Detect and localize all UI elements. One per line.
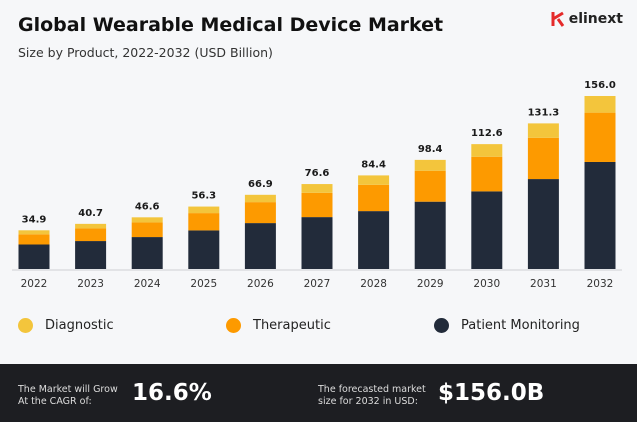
bar-segment-diagnostic: [584, 95, 616, 113]
total-label: 112.6: [471, 128, 503, 139]
legend-item-patient-monitoring: Patient Monitoring: [434, 318, 580, 333]
bar-segment-therapeutic: [414, 170, 446, 202]
legend-label: Patient Monitoring: [461, 318, 580, 333]
x-tick-label: 2026: [247, 278, 274, 290]
bar-segment-patient-monitoring: [18, 244, 50, 269]
legend-swatch: [226, 318, 241, 333]
market-size-value: $156.0B: [438, 380, 545, 406]
bar-segment-therapeutic: [18, 234, 50, 245]
bar-segment-therapeutic: [358, 184, 390, 212]
bar-segment-diagnostic: [301, 184, 333, 193]
footer-summary: The Market will Grow At the CAGR of: 16.6…: [0, 364, 637, 422]
bar-segment-patient-monitoring: [527, 179, 559, 269]
legend-swatch: [18, 318, 33, 333]
bar-segment-patient-monitoring: [471, 191, 503, 269]
bar-segment-diagnostic: [75, 223, 107, 229]
total-label: 76.6: [305, 168, 330, 179]
chart-subtitle: Size by Product, 2022-2032 (USD Billion): [18, 45, 273, 60]
x-tick-label: 2027: [304, 278, 331, 290]
total-label: 40.7: [78, 208, 103, 219]
cagr-value: 16.6%: [132, 380, 212, 406]
legend: Diagnostic Therapeutic Patient Monitorin…: [18, 318, 618, 338]
bar-segment-patient-monitoring: [131, 237, 163, 269]
bar-segment-diagnostic: [358, 175, 390, 185]
legend-label: Therapeutic: [253, 318, 331, 333]
bar-segment-patient-monitoring: [188, 230, 220, 269]
chart-title: Global Wearable Medical Device Market: [18, 14, 444, 36]
bar-segment-therapeutic: [131, 222, 163, 238]
bar-segment-patient-monitoring: [414, 201, 446, 269]
legend-item-diagnostic: Diagnostic: [18, 318, 114, 333]
bar-segment-patient-monitoring: [244, 223, 276, 269]
x-tick-label: 2025: [190, 278, 217, 290]
total-label: 156.0: [584, 80, 616, 91]
legend-label: Diagnostic: [45, 318, 114, 333]
total-label: 34.9: [22, 214, 47, 225]
x-tick-label: 2023: [77, 278, 104, 290]
legend-item-therapeutic: Therapeutic: [226, 318, 331, 333]
bar-segment-therapeutic: [75, 228, 107, 242]
bar-segment-therapeutic: [244, 202, 276, 224]
logo-text: elinext: [568, 11, 623, 27]
bar-segment-patient-monitoring: [75, 241, 107, 269]
bar-segment-diagnostic: [471, 144, 503, 157]
bar-segment-patient-monitoring: [301, 217, 333, 269]
x-tick-label: 2028: [360, 278, 387, 290]
cagr-label: The Market will Grow At the CAGR of:: [18, 384, 118, 407]
bar-segment-diagnostic: [188, 206, 220, 214]
bar-segment-diagnostic: [244, 194, 276, 203]
stacked-bar-chart: 34.9 2022 40.7 2023 46.6 2024 56.3 2025 66.9 2026…: [12, 80, 622, 290]
legend-swatch: [434, 318, 449, 333]
bar-segment-patient-monitoring: [584, 161, 616, 269]
x-tick-label: 2031: [530, 278, 557, 290]
bar-segment-diagnostic: [527, 123, 559, 138]
bar-segment-diagnostic: [131, 217, 163, 223]
x-tick-label: 2032: [587, 278, 614, 290]
bar-segment-therapeutic: [584, 112, 616, 162]
bar-segment-diagnostic: [18, 230, 50, 235]
total-label: 56.3: [191, 191, 216, 202]
x-tick-label: 2029: [417, 278, 444, 290]
bar-segment-therapeutic: [471, 156, 503, 192]
bar-segment-therapeutic: [301, 192, 333, 218]
total-label: 46.6: [135, 201, 160, 212]
total-label: 131.3: [528, 107, 560, 118]
bar-segment-diagnostic: [414, 159, 446, 171]
x-tick-label: 2022: [21, 278, 48, 290]
bar-segment-therapeutic: [188, 213, 220, 231]
x-tick-label: 2030: [473, 278, 500, 290]
bar-segment-patient-monitoring: [358, 211, 390, 269]
elinext-logo-icon: [551, 11, 564, 27]
bar-segment-therapeutic: [527, 137, 559, 180]
x-tick-label: 2024: [134, 278, 161, 290]
elinext-logo: elinext: [551, 10, 623, 28]
total-label: 98.4: [418, 144, 443, 155]
total-label: 66.9: [248, 179, 273, 190]
total-label: 84.4: [361, 159, 386, 170]
market-size-label: The forecasted market size for 2032 in US…: [318, 384, 426, 407]
